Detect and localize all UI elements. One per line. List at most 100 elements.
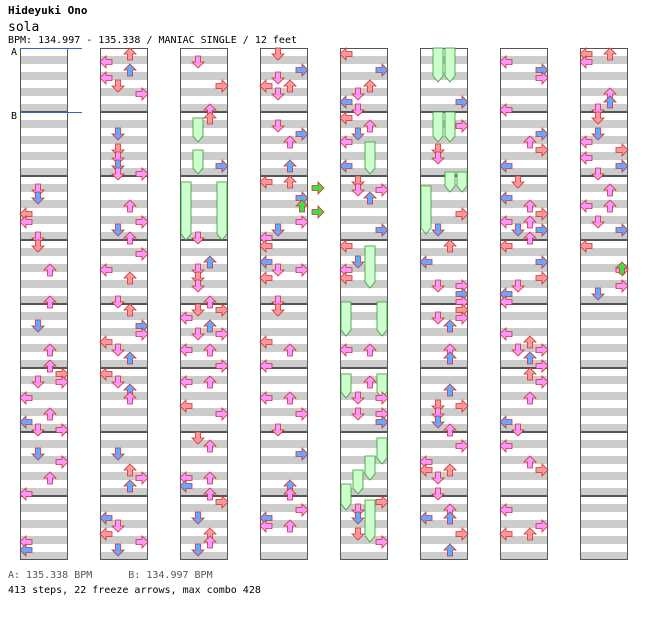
up-arrow-icon [123,391,137,405]
up-arrow-icon [363,343,377,357]
left-arrow-icon [99,335,113,349]
left-arrow-icon [499,415,513,429]
measure-stripe [340,216,388,224]
measure-stripe [500,360,548,368]
measure-stripe [260,200,308,208]
measure-stripe [260,472,308,480]
measure-stripe [260,424,308,432]
freeze-arrow-icon [340,301,352,337]
measure-stripe [340,376,388,384]
measure-frame [260,240,308,304]
freeze-arrow-icon [192,149,204,175]
left-arrow-icon [179,311,193,325]
measure-stripe [100,72,148,80]
measure-stripe [180,296,228,304]
measure-stripe [580,504,628,512]
measure-stripe [500,280,548,288]
up-arrow-icon [283,175,297,189]
up-arrow-icon [43,407,57,421]
measure-stripe [20,200,68,208]
measure-frame [180,48,228,112]
up-arrow-icon [443,423,457,437]
measure-stripe [420,360,468,368]
down-arrow-icon [511,175,525,189]
measure-frame [260,304,308,368]
left-arrow-icon [19,391,33,405]
measure-stripe [420,248,468,256]
up-arrow-icon [123,479,137,493]
measure-stripe [20,248,68,256]
measure-frame [500,112,548,176]
measure-stripe [180,488,228,496]
left-arrow-icon [339,135,353,149]
right-arrow-icon [295,447,309,461]
measure-frame [420,432,468,496]
down-arrow-icon [111,151,125,165]
measure-frame [20,240,68,304]
down-arrow-icon [31,319,45,333]
measure-stripe [580,264,628,272]
measure-frame [100,176,148,240]
right-arrow-icon [375,495,389,509]
up-arrow-icon [283,135,297,149]
measure-stripe [340,280,388,288]
measure-stripe [260,328,308,336]
right-arrow-icon [55,455,69,469]
right-arrow-icon [615,159,629,173]
measure-frame [580,304,628,368]
measure-stripe [180,216,228,224]
measure-stripe [500,88,548,96]
measure-stripe [100,280,148,288]
up-arrow-icon [523,231,537,245]
down-arrow-icon [431,143,445,157]
down-arrow-icon [111,295,125,309]
measure-stripe [260,104,308,112]
measure-stripe [260,360,308,368]
left-arrow-icon [259,519,273,533]
measure-frame [580,176,628,240]
measure-stripe [20,552,68,560]
measure-stripe [500,472,548,480]
measure-stripe [500,344,548,352]
measure-stripe [100,328,148,336]
right-arrow-icon [311,205,325,219]
right-arrow-icon [215,303,229,317]
measure-frame [580,432,628,496]
right-arrow-icon [535,519,549,533]
measure-frame [500,304,548,368]
measure-stripe [20,264,68,272]
up-arrow-icon [283,343,297,357]
measure-stripe [500,504,548,512]
measure-frame [340,240,388,304]
measure-frame [580,48,628,112]
song-title: sola [8,20,40,35]
down-arrow-icon [271,119,285,133]
measure-stripe [180,72,228,80]
bpm-legend-a: A: 135.338 BPM [8,570,93,581]
measure-stripe [340,504,388,512]
right-arrow-icon [215,359,229,373]
measure-stripe [500,232,548,240]
measure-stripe [260,232,308,240]
measure-stripe [420,232,468,240]
down-arrow-icon [111,375,125,389]
measure-stripe [260,504,308,512]
measure-stripe [500,408,548,416]
measure-stripe [100,392,148,400]
measure-frame [20,368,68,432]
measure-stripe [420,136,468,144]
up-arrow-icon [523,135,537,149]
measure-stripe [580,216,628,224]
up-arrow-icon [603,47,617,61]
measure-stripe [20,88,68,96]
measure-stripe [180,56,228,64]
down-arrow-icon [591,167,605,181]
up-arrow-icon [123,199,137,213]
measure-stripe [580,456,628,464]
measure-stripe [500,136,548,144]
left-arrow-icon [179,399,193,413]
right-arrow-icon [215,495,229,509]
measure-stripe [260,72,308,80]
measure-stripe [260,376,308,384]
down-arrow-icon [431,471,445,485]
